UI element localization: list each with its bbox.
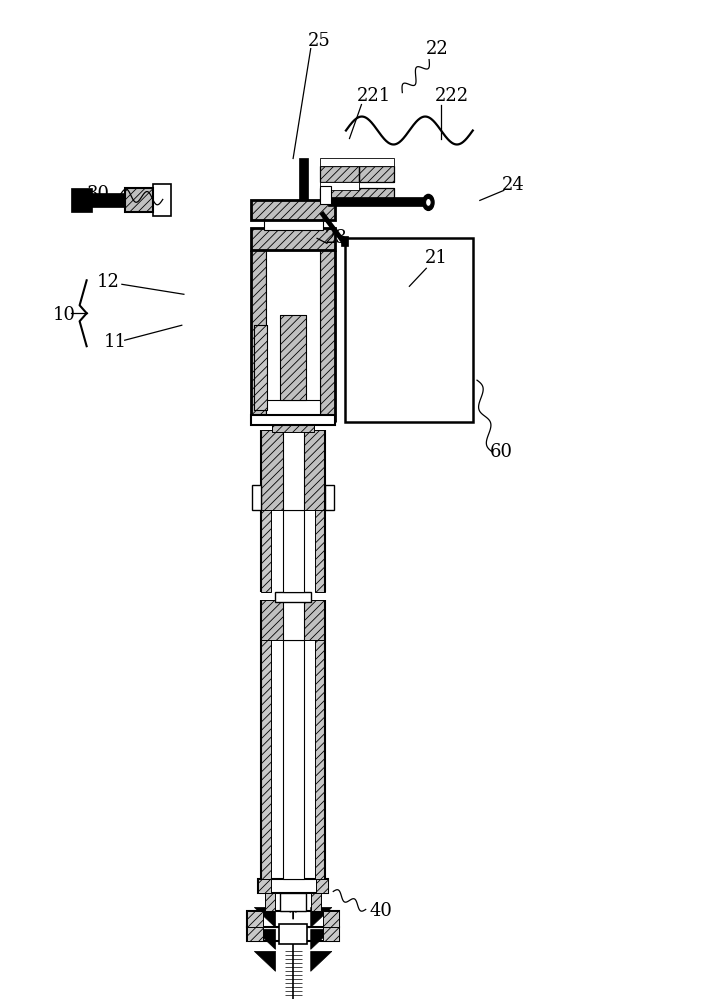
- Bar: [280, 315, 306, 400]
- Bar: [251, 250, 266, 422]
- Circle shape: [426, 198, 431, 206]
- Text: 60: 60: [489, 443, 513, 461]
- Bar: [261, 510, 271, 592]
- Bar: [153, 184, 171, 216]
- Bar: [275, 592, 311, 602]
- Bar: [315, 510, 325, 592]
- Bar: [325, 485, 334, 510]
- Bar: [282, 430, 304, 510]
- Bar: [328, 197, 427, 206]
- Polygon shape: [311, 951, 332, 971]
- Bar: [247, 911, 339, 927]
- Bar: [359, 166, 394, 182]
- Bar: [251, 200, 335, 220]
- Bar: [282, 600, 304, 640]
- Polygon shape: [311, 929, 332, 949]
- Bar: [247, 911, 263, 927]
- Bar: [341, 236, 348, 246]
- Bar: [311, 893, 321, 911]
- Bar: [316, 879, 328, 893]
- Bar: [254, 325, 267, 410]
- Bar: [282, 510, 304, 592]
- Bar: [359, 166, 394, 182]
- Bar: [320, 186, 331, 204]
- Bar: [251, 228, 335, 250]
- Bar: [125, 188, 153, 212]
- Bar: [265, 893, 275, 911]
- Bar: [320, 250, 335, 422]
- Text: 222: 222: [435, 87, 469, 105]
- Bar: [266, 400, 320, 422]
- Text: 24: 24: [502, 176, 525, 194]
- Bar: [320, 182, 359, 190]
- Bar: [280, 893, 306, 911]
- Bar: [345, 238, 473, 422]
- Bar: [272, 422, 314, 432]
- Bar: [258, 879, 270, 893]
- Polygon shape: [254, 929, 275, 949]
- Bar: [125, 188, 153, 212]
- Bar: [254, 325, 267, 410]
- Text: 30: 30: [86, 185, 109, 203]
- Bar: [320, 166, 359, 182]
- Bar: [91, 193, 125, 207]
- Text: 21: 21: [425, 249, 448, 267]
- Text: 40: 40: [370, 902, 393, 920]
- Bar: [280, 315, 306, 400]
- Text: 25: 25: [308, 32, 330, 50]
- Bar: [320, 188, 394, 200]
- Circle shape: [423, 194, 434, 210]
- Bar: [320, 166, 359, 182]
- Bar: [266, 250, 320, 422]
- Text: 10: 10: [53, 306, 76, 324]
- Bar: [71, 188, 92, 212]
- Bar: [252, 485, 261, 510]
- Bar: [323, 911, 339, 927]
- Bar: [261, 430, 325, 510]
- Bar: [251, 228, 335, 250]
- Text: 23: 23: [325, 229, 347, 247]
- Polygon shape: [254, 951, 275, 971]
- Bar: [279, 924, 307, 944]
- Bar: [263, 220, 323, 230]
- Polygon shape: [254, 907, 275, 927]
- Text: 22: 22: [426, 40, 449, 58]
- Bar: [247, 927, 263, 941]
- Bar: [258, 879, 328, 893]
- Bar: [320, 188, 394, 200]
- Text: 221: 221: [357, 87, 391, 105]
- Bar: [261, 640, 271, 879]
- Bar: [299, 158, 308, 200]
- Bar: [251, 415, 335, 425]
- Polygon shape: [311, 907, 332, 927]
- Text: 11: 11: [103, 333, 126, 351]
- Bar: [320, 158, 394, 166]
- Bar: [282, 640, 304, 879]
- Bar: [251, 200, 335, 220]
- Bar: [247, 927, 339, 941]
- Bar: [315, 640, 325, 879]
- Text: 12: 12: [96, 273, 119, 291]
- Bar: [323, 927, 339, 941]
- Bar: [261, 600, 325, 640]
